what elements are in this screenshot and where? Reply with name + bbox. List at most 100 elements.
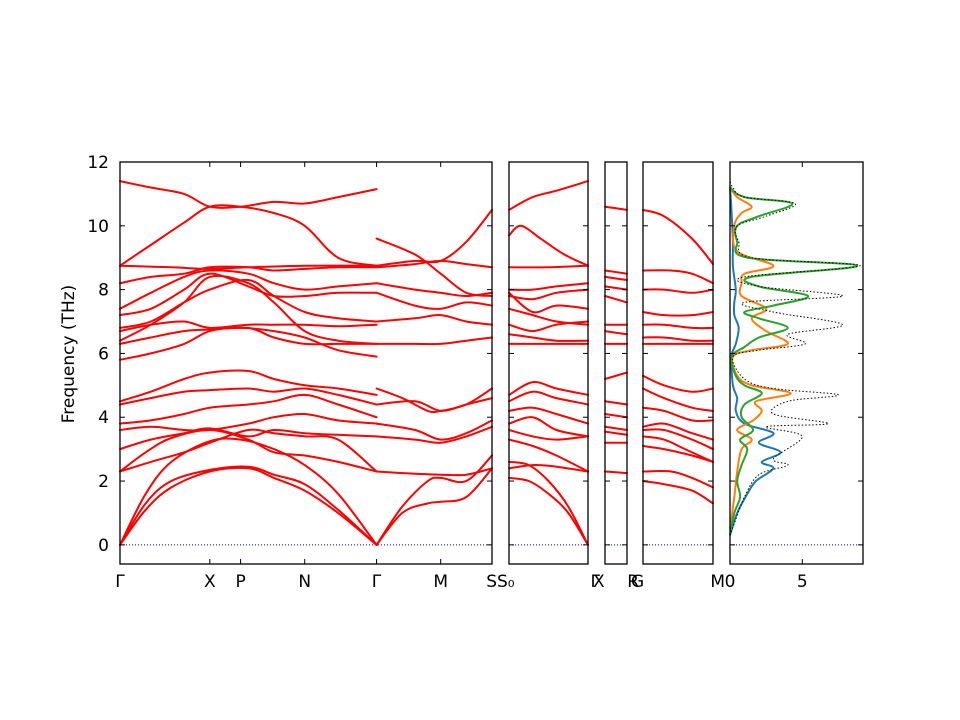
panel-frame-3 [604, 161, 628, 565]
y-tick-label: 2 [98, 472, 109, 492]
phonon-branch [642, 422, 714, 441]
phonon-branch [642, 387, 714, 412]
phonon-branch [642, 445, 714, 463]
phonon-branch [508, 264, 589, 269]
phonon-branch [604, 413, 628, 419]
phonon-branch [508, 291, 589, 314]
total-dos-curve [729, 180, 861, 536]
q-point-label: N [298, 572, 311, 592]
phonon-branch [604, 425, 628, 431]
phonon-branch [642, 336, 714, 342]
dos-x-tick-label: 0 [725, 572, 736, 592]
phonon-branch [375, 291, 493, 310]
phonon-branch [508, 224, 589, 267]
partial-dos-curve-1 [729, 187, 782, 536]
phonon-branch [508, 406, 589, 425]
y-tick-label: 0 [98, 536, 109, 556]
phonon-branch [508, 438, 589, 473]
phonon-branch [642, 269, 714, 285]
phonon-branch [508, 460, 589, 546]
phonon-branch [604, 430, 628, 436]
q-point-label: S [486, 572, 497, 592]
phonon-branch [642, 311, 714, 317]
phonon-branch [119, 387, 378, 406]
phonon-branch [119, 427, 378, 451]
q-point-label: P [235, 572, 245, 592]
phonon-branch [119, 274, 378, 345]
phonon-branch [508, 464, 589, 473]
q-point-label: Γ [372, 572, 382, 592]
phonon-branch [508, 180, 589, 211]
phonon-branch [375, 336, 493, 346]
dos-panel-frame [729, 161, 864, 565]
phonon-branch [119, 180, 378, 209]
phonon-branch [119, 204, 378, 267]
y-tick-label: 8 [98, 281, 109, 301]
y-axis-label: Frequency (THz) [59, 285, 79, 424]
q-point-label: M [433, 572, 448, 592]
q-point-label: G [631, 572, 644, 592]
phonon-branch [508, 390, 589, 406]
phonon-branch [508, 288, 589, 301]
phonon-branch [375, 419, 493, 441]
phonon-branch [642, 208, 714, 266]
phonon-branch [642, 435, 714, 463]
phonon-branch [642, 428, 714, 451]
y-tick-label: 10 [87, 217, 109, 237]
phonon-branch [119, 428, 378, 473]
phonon-branch [119, 326, 378, 346]
dos-x-tick-label: 5 [797, 572, 808, 592]
phonon-branch [508, 282, 589, 291]
phonon-branch [642, 374, 714, 393]
q-point-label: R [627, 572, 639, 592]
band-panel-2: S₀ Γ [497, 161, 601, 592]
phonon-branch [119, 428, 378, 473]
panel-frame-2 [508, 161, 589, 565]
phonon-branch [119, 437, 378, 546]
phonon-branch [642, 288, 714, 294]
phonon-branch [119, 269, 378, 310]
phonon-branch [508, 416, 589, 438]
phonon-branch [119, 466, 378, 546]
phonon-branch [119, 264, 378, 270]
frequency-axis-ticks: 0 2 4 6 8 10 12 [87, 153, 109, 556]
phonon-branch [119, 320, 378, 333]
phonon-branch [508, 333, 589, 342]
phonon-branch [642, 406, 714, 423]
phonon-branch [375, 237, 493, 297]
phonon-branch [375, 467, 493, 546]
phonon-branch [642, 480, 714, 505]
q-point-label: S₀ [497, 572, 515, 592]
phonon-branch [508, 381, 589, 396]
phonon-branch [375, 454, 493, 546]
phonon-branch [375, 387, 493, 414]
phonon-branch [119, 278, 378, 329]
y-tick-label: 4 [98, 408, 109, 428]
phonon-branch [375, 314, 493, 326]
phonon-branch [375, 425, 493, 444]
partial-dos-curve-2 [729, 186, 792, 530]
phonon-branch [604, 295, 628, 304]
panel-frame-4 [642, 161, 714, 565]
phonon-branch [119, 465, 378, 546]
phonon-branch [119, 369, 378, 403]
phonon-branch [119, 272, 378, 317]
phonon-branch [604, 269, 628, 275]
q-point-label: X [593, 572, 605, 592]
partial-dos-curve-3 [729, 186, 859, 536]
phonon-branch [642, 323, 714, 330]
phonon-branch [642, 470, 714, 489]
phonon-branch [508, 429, 589, 441]
phonon-branch [604, 470, 628, 475]
phonon-branch [508, 307, 589, 326]
panel-frame-1 [119, 161, 493, 565]
q-point-label: M [710, 572, 725, 592]
q-point-label: Γ [591, 572, 601, 592]
q-point-label: X [204, 572, 216, 592]
phonon-branch [375, 208, 493, 267]
